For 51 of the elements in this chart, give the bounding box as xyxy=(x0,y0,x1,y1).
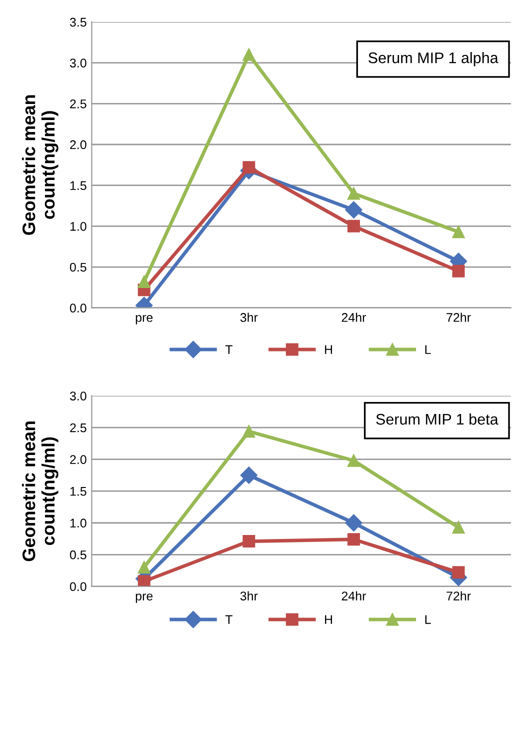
x-tick-label: 3hr xyxy=(240,591,258,600)
y-axis-title: Geometric mean count(ng/ml) xyxy=(22,95,58,235)
point xyxy=(452,226,465,238)
y-tick-label: 0.5 xyxy=(70,262,86,272)
point xyxy=(345,514,362,532)
point xyxy=(347,454,360,467)
point xyxy=(242,535,256,548)
legend-label: L xyxy=(425,345,431,354)
y-tick-label: 0.0 xyxy=(70,582,86,592)
y-axis-title: Geometric mean count(ng/ml) xyxy=(22,421,58,562)
legend-label: H xyxy=(325,615,332,624)
text: Serum MIP 1 alpha xyxy=(368,52,498,66)
x-tick-label: 72hr xyxy=(446,591,471,600)
y-tick-label: 3.0 xyxy=(70,392,86,400)
legend-label: L xyxy=(425,615,431,624)
y-tick-label: 2.0 xyxy=(70,140,86,150)
x-tick-label: 3hr xyxy=(240,312,258,322)
legend-label: T xyxy=(225,615,232,624)
y-tick-label: 1.0 xyxy=(70,222,86,231)
text: Serum MIP 1 beta xyxy=(376,413,498,425)
point xyxy=(452,521,465,534)
point xyxy=(345,201,362,218)
point xyxy=(138,575,150,586)
legend-label: H xyxy=(325,345,332,354)
point xyxy=(347,533,360,546)
x-tick-label: 72hr xyxy=(446,312,471,322)
x-tick-label: pre xyxy=(136,594,153,603)
y-tick-label: 0.0 xyxy=(70,304,86,313)
x-tick-label: 24hr xyxy=(342,312,366,322)
y-tick-label: 2.5 xyxy=(70,423,86,432)
y-tick-label: 2.0 xyxy=(70,455,86,464)
y-tick-label: 1.5 xyxy=(70,487,86,496)
x-tick-label: pre xyxy=(136,315,153,324)
point xyxy=(242,161,256,174)
point xyxy=(347,220,360,232)
y-tick-label: 0.5 xyxy=(70,550,86,560)
point xyxy=(242,425,256,438)
y-tick-label: 1.0 xyxy=(70,518,86,528)
y-tick-label: 2.5 xyxy=(70,99,86,108)
x-tick-label: 24hr xyxy=(342,591,366,600)
point xyxy=(452,264,465,278)
y-tick-label: 1.5 xyxy=(70,181,86,190)
point xyxy=(240,466,258,484)
y-tick-label: 3.5 xyxy=(70,18,86,27)
point xyxy=(138,561,150,574)
point xyxy=(347,187,360,200)
legend-label: T xyxy=(225,345,232,354)
point xyxy=(242,48,256,61)
y-tick-label: 3.0 xyxy=(70,58,86,68)
point xyxy=(452,566,465,579)
point xyxy=(138,275,150,288)
